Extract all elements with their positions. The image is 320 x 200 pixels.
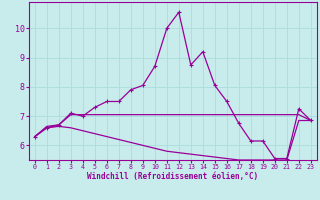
X-axis label: Windchill (Refroidissement éolien,°C): Windchill (Refroidissement éolien,°C) [87,172,258,181]
